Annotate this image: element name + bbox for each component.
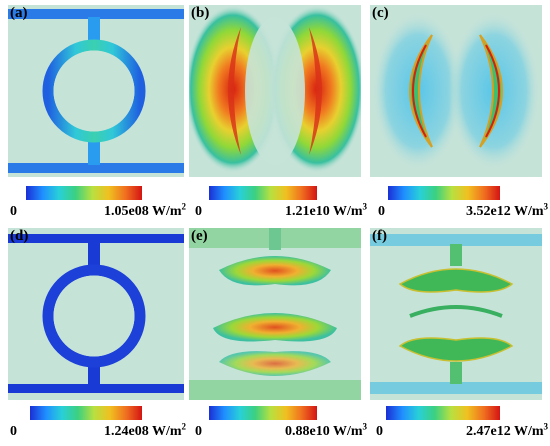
ring	[42, 39, 146, 143]
panel-f: (f)	[370, 228, 542, 400]
colorbar-min: 0	[10, 424, 17, 439]
colorbar-min: 0	[195, 204, 202, 219]
panel-label: (b)	[191, 5, 210, 21]
colorbar-max: 1.05e08 W/m2	[103, 201, 186, 219]
panel-label: (e)	[191, 228, 208, 244]
colorbar-b: 0 1.21e10 W/m3	[189, 182, 367, 226]
panel-b-field	[189, 5, 361, 177]
colorbar-f: 0 2.47e12 W/m3	[370, 402, 548, 446]
colorbar-a: 0 1.05e08 W/m2	[8, 182, 186, 226]
panel-label: (c)	[372, 5, 389, 21]
panel-label: (d)	[10, 228, 29, 244]
panel-d-field	[8, 228, 184, 400]
colorbar-min: 0	[378, 204, 385, 219]
colorbar-e: 0 0.88e10 W/m3	[189, 402, 367, 446]
colorbar-max: 3.52e12 W/m3	[465, 201, 548, 219]
colorbar-min: 0	[376, 424, 383, 439]
panel-c: (c)	[370, 5, 542, 177]
colorbar-min: 0	[10, 204, 17, 219]
colorbar-gradient	[209, 186, 317, 200]
colorbar-c: 0 3.52e12 W/m3	[370, 182, 548, 226]
panel-c-field	[370, 5, 542, 177]
colorbar-min: 0	[195, 424, 202, 439]
colorbar-gradient	[30, 406, 142, 420]
colorbar-d: 0 1.24e08 W/m2	[8, 402, 186, 446]
panel-f-field	[370, 228, 542, 400]
panel-label: (a)	[10, 5, 28, 21]
panel-e: (e)	[189, 228, 361, 400]
top-strip	[8, 234, 184, 243]
colorbar-max: 2.47e12 W/m3	[465, 421, 548, 439]
panel-b: (b)	[189, 5, 361, 177]
colorbar-max: 1.24e08 W/m2	[103, 421, 186, 439]
panel-label: (f)	[372, 228, 387, 244]
bottom-strip	[8, 163, 184, 173]
panel-e-field	[189, 228, 361, 400]
colorbar-gradient	[388, 186, 500, 200]
colorbar-max: 1.21e10 W/m3	[284, 201, 367, 219]
panel-a: (a)	[8, 5, 184, 177]
colorbar-gradient	[386, 406, 500, 420]
panel-a-field	[8, 5, 184, 177]
ring	[42, 264, 146, 368]
colorbar-gradient	[209, 406, 317, 420]
colorbar-gradient	[26, 186, 142, 200]
top-strip	[8, 9, 184, 19]
panel-d: (d)	[8, 228, 184, 400]
bottom-strip	[8, 384, 184, 393]
colorbar-max: 0.88e10 W/m3	[284, 421, 367, 439]
